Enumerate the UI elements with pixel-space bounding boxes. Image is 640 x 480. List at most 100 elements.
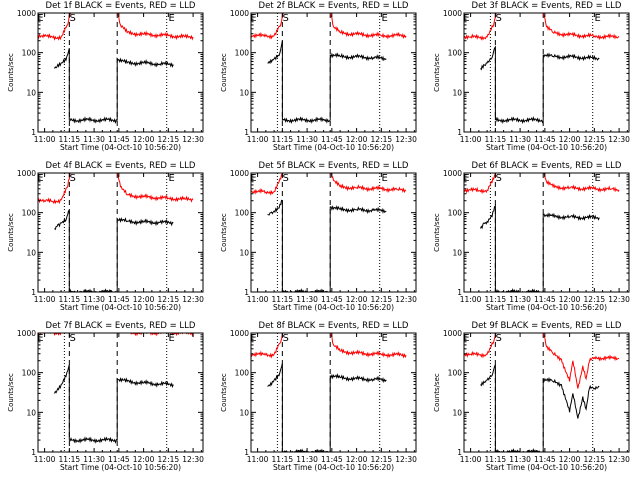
plot-area [251, 173, 407, 292]
x-axis-label: Start Time (04-Oct-10 10:56:20) [60, 303, 181, 312]
y-axis-label: Counts/sec [7, 53, 15, 92]
y-tick-label: 1000 [17, 329, 36, 338]
x-tick-label: 12:30 [608, 295, 630, 304]
x-tick-label: 11:00 [460, 295, 482, 304]
y-axis-label: Counts/sec [220, 213, 228, 252]
y-tick-label: 1000 [230, 169, 249, 178]
events-series-line [54, 47, 174, 125]
x-tick-label: 12:00 [559, 455, 581, 464]
time-marker-label: E [594, 173, 600, 184]
y-tick-label: 100 [235, 369, 250, 378]
x-tick-label: 12:30 [395, 295, 417, 304]
x-tick-label: 11:15 [485, 455, 507, 464]
y-tick-label: 10 [239, 88, 249, 97]
x-tick-label: 12:15 [371, 455, 393, 464]
x-tick-label: 12:15 [371, 295, 393, 304]
x-tick-label: 11:45 [321, 295, 343, 304]
x-tick-label: 11:45 [108, 135, 130, 144]
x-tick-label: 11:00 [34, 135, 56, 144]
x-tick-label: 11:15 [485, 295, 507, 304]
time-marker-label: E [381, 173, 387, 184]
time-marker-label: E [381, 333, 387, 344]
y-tick-label: 100 [448, 49, 463, 58]
panel-title: Det 5f BLACK = Events, RED = LLD [259, 161, 409, 171]
y-tick-label: 1000 [230, 9, 249, 18]
x-tick-label: 11:45 [321, 135, 343, 144]
y-axis-label: Counts/sec [433, 213, 441, 252]
events-series-line [54, 210, 174, 292]
x-axis-label: Start Time (04-Oct-10 10:56:20) [60, 463, 181, 472]
axes-frame [250, 172, 417, 293]
time-marker-label: S [495, 173, 501, 184]
x-tick-label: 11:45 [534, 455, 556, 464]
x-tick-label: 11:15 [485, 135, 507, 144]
y-tick-label: 100 [235, 209, 250, 218]
y-tick-label: 1 [31, 448, 36, 457]
x-axis-label: Start Time (04-Oct-10 10:56:20) [273, 463, 394, 472]
x-tick-label: 11:00 [247, 295, 269, 304]
events-series-line [267, 363, 387, 452]
time-marker-label: E [168, 173, 174, 184]
x-tick-label: 12:30 [182, 135, 204, 144]
x-tick-label: 12:00 [133, 135, 155, 144]
x-tick-label: 11:45 [108, 455, 130, 464]
y-tick-label: 1000 [443, 329, 462, 338]
plot-area [38, 173, 194, 292]
x-axis-label: Start Time (04-Oct-10 10:56:20) [273, 303, 394, 312]
y-tick-label: 1 [457, 128, 462, 137]
lld-series-line [251, 333, 407, 359]
x-tick-label: 12:30 [395, 455, 417, 464]
y-tick-label: 100 [448, 369, 463, 378]
y-tick-label: 1000 [443, 169, 462, 178]
x-tick-label: 12:00 [346, 455, 368, 464]
y-tick-label: 1000 [17, 169, 36, 178]
x-axis-label: Start Time (04-Oct-10 10:56:20) [60, 143, 181, 152]
x-tick-label: 11:30 [509, 295, 531, 304]
x-tick-label: 12:00 [133, 455, 155, 464]
lld-series-line [464, 13, 620, 41]
y-tick-label: 1 [457, 288, 462, 297]
y-tick-label: 1 [244, 288, 249, 297]
time-marker-label: E [250, 173, 256, 184]
y-tick-label: 10 [452, 408, 462, 417]
x-tick-label: 11:00 [247, 135, 269, 144]
lld-series-line [38, 173, 194, 205]
time-marker-label: E [381, 13, 387, 24]
y-tick-label: 1 [31, 128, 36, 137]
y-tick-label: 100 [448, 209, 463, 218]
y-tick-label: 10 [26, 248, 36, 257]
y-tick-label: 1 [244, 128, 249, 137]
time-marker-label: S [282, 173, 288, 184]
y-tick-label: 1 [244, 448, 249, 457]
time-marker-label: S [495, 13, 501, 24]
x-tick-label: 12:30 [182, 455, 204, 464]
x-tick-label: 11:30 [83, 135, 105, 144]
time-marker-label: E [463, 173, 469, 184]
time-marker-label: E [37, 173, 43, 184]
x-tick-label: 12:15 [584, 295, 606, 304]
x-tick-label: 11:00 [460, 135, 482, 144]
x-tick-label: 12:15 [584, 135, 606, 144]
axes-frame [463, 332, 630, 453]
x-tick-label: 11:00 [247, 455, 269, 464]
y-tick-label: 1000 [17, 9, 36, 18]
y-axis-label: Counts/sec [220, 53, 228, 92]
time-marker-label: E [594, 333, 600, 344]
plot-area [464, 333, 620, 452]
y-tick-label: 100 [235, 49, 250, 58]
x-tick-label: 11:00 [34, 455, 56, 464]
x-axis-label: Start Time (04-Oct-10 10:56:20) [486, 143, 607, 152]
lld-series-line [251, 13, 407, 40]
x-tick-label: 12:00 [346, 295, 368, 304]
plot-area [38, 13, 194, 132]
y-tick-label: 100 [22, 49, 37, 58]
x-tick-label: 11:15 [59, 455, 81, 464]
x-tick-label: 11:45 [534, 295, 556, 304]
events-series-line [267, 40, 387, 125]
x-tick-label: 11:45 [321, 455, 343, 464]
y-tick-label: 100 [22, 209, 37, 218]
x-tick-label: 12:00 [133, 295, 155, 304]
